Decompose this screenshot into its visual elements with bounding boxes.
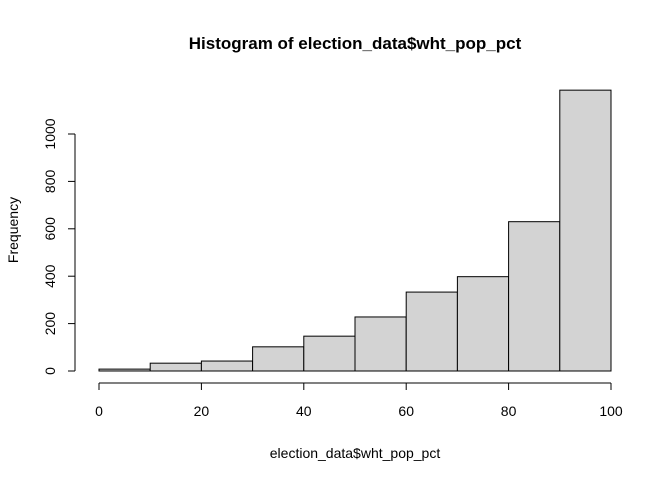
y-tick-label: 800 — [42, 170, 58, 194]
histogram-bar — [252, 346, 305, 372]
histogram-bar — [200, 360, 254, 372]
y-tick-label: 1000 — [42, 118, 58, 149]
y-axis-label: Frequency — [5, 197, 21, 263]
x-tick-label: 20 — [194, 403, 210, 419]
x-tick-label: 0 — [95, 403, 103, 419]
histogram-bar — [98, 368, 151, 372]
histogram-bar — [456, 276, 510, 372]
y-tick-label: 0 — [42, 367, 58, 375]
histogram-bar — [508, 221, 561, 372]
x-tick-label: 80 — [501, 403, 517, 419]
histogram-bar — [303, 335, 356, 372]
histogram-bar — [354, 316, 407, 372]
y-tick-label: 200 — [42, 312, 58, 336]
y-tick-label: 400 — [42, 264, 58, 288]
y-tick-label: 600 — [42, 217, 58, 241]
bars-group — [98, 89, 612, 372]
histogram-bar — [559, 89, 612, 372]
histogram-bar — [149, 362, 202, 372]
histogram-bar — [405, 291, 458, 372]
y-axis: 0 200 400 600 800 1000 — [42, 118, 76, 375]
x-axis: 0 20 40 60 80 100 — [95, 382, 623, 419]
x-tick-label: 100 — [599, 403, 623, 419]
x-tick-label: 40 — [296, 403, 312, 419]
chart-title: Histogram of election_data$wht_pop_pct — [189, 34, 522, 53]
x-axis-label: election_data$wht_pop_pct — [270, 445, 441, 461]
x-tick-label: 60 — [398, 403, 414, 419]
